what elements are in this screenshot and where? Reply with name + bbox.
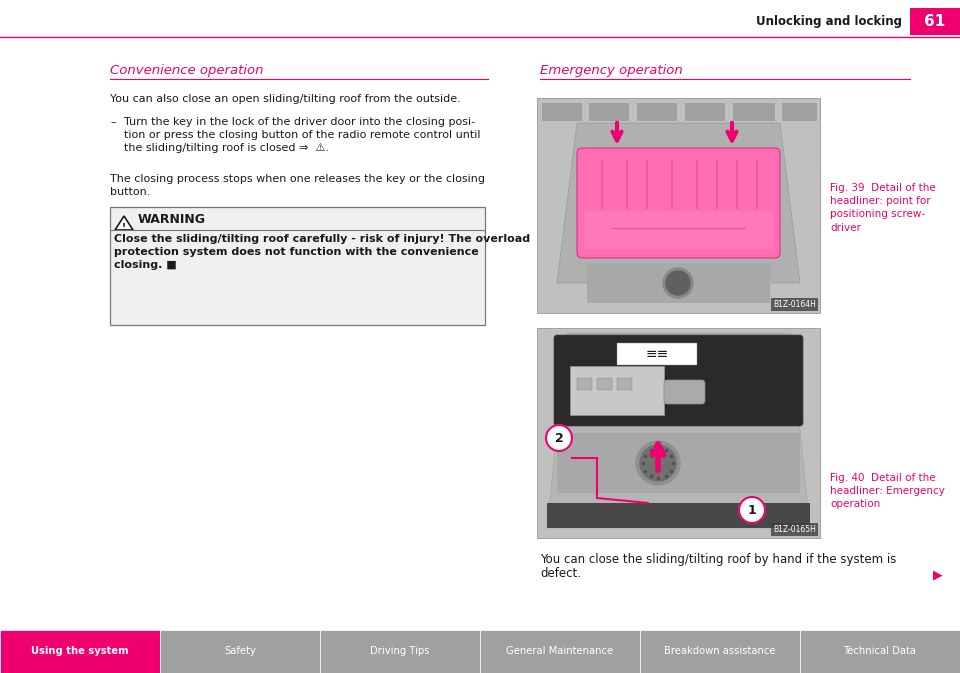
Polygon shape [115,216,133,230]
Circle shape [636,441,680,485]
Text: Breakdown assistance: Breakdown assistance [664,647,776,656]
FancyBboxPatch shape [557,433,800,493]
Text: ≡≡: ≡≡ [645,347,668,361]
Text: Safety: Safety [224,647,256,656]
FancyBboxPatch shape [597,378,612,390]
Text: !: ! [122,223,126,232]
FancyBboxPatch shape [547,503,810,528]
Bar [480,630,639,673]
FancyBboxPatch shape [617,343,697,365]
FancyBboxPatch shape [577,148,780,258]
Bar [640,630,800,673]
Text: The closing process stops when one releases the key or the closing: The closing process stops when one relea… [110,174,485,184]
Text: Close the sliding/tilting roof carefully - risk of injury! The overload
protecti: Close the sliding/tilting roof carefully… [114,234,530,271]
FancyBboxPatch shape [570,366,664,415]
Text: Turn the key in the lock of the driver door into the closing posi-: Turn the key in the lock of the driver d… [124,117,475,127]
Text: the sliding/tilting roof is closed ⇒  ⚠.: the sliding/tilting roof is closed ⇒ ⚠. [124,143,329,153]
Circle shape [640,445,676,481]
Text: Using the system: Using the system [31,647,129,656]
FancyBboxPatch shape [584,211,773,249]
Text: –: – [110,117,115,127]
Circle shape [546,425,572,451]
Text: Driving Tips: Driving Tips [371,647,430,656]
Text: Unlocking and locking: Unlocking and locking [756,15,902,28]
Text: You can also close an open sliding/tilting roof from the outside.: You can also close an open sliding/tilti… [110,94,461,104]
Circle shape [663,268,693,298]
Text: You can close the sliding/tilting roof by hand if the system is: You can close the sliding/tilting roof b… [540,553,897,566]
FancyBboxPatch shape [542,103,582,121]
FancyBboxPatch shape [554,335,803,426]
FancyBboxPatch shape [910,8,960,35]
FancyBboxPatch shape [685,103,725,121]
FancyBboxPatch shape [637,103,677,121]
Text: B1Z-0164H: B1Z-0164H [773,300,816,309]
Circle shape [739,497,765,523]
FancyBboxPatch shape [110,207,485,325]
Text: defect.: defect. [540,567,581,580]
FancyBboxPatch shape [537,98,820,313]
Text: button.: button. [110,187,151,197]
Text: 61: 61 [924,15,946,30]
Polygon shape [557,123,800,283]
FancyBboxPatch shape [589,103,629,121]
FancyBboxPatch shape [577,378,592,390]
Text: Technical Data: Technical Data [844,647,917,656]
Text: ▶: ▶ [933,569,943,581]
Bar [0,630,159,673]
Bar [160,630,320,673]
FancyBboxPatch shape [664,380,705,404]
FancyBboxPatch shape [587,263,770,303]
Text: Convenience operation: Convenience operation [110,64,263,77]
Text: Fig. 40  Detail of the
headliner: Emergency
operation: Fig. 40 Detail of the headliner: Emergen… [830,473,945,509]
Text: tion or press the closing button of the radio remote control until: tion or press the closing button of the … [124,130,481,140]
Text: General Maintenance: General Maintenance [507,647,613,656]
Polygon shape [547,333,810,528]
Text: Emergency operation: Emergency operation [540,64,683,77]
Bar [800,630,959,673]
Text: B1Z-0165H: B1Z-0165H [773,525,816,534]
FancyBboxPatch shape [782,103,817,121]
Text: WARNING: WARNING [138,213,206,226]
FancyBboxPatch shape [733,103,775,121]
FancyBboxPatch shape [617,378,632,390]
Text: 2: 2 [555,431,564,444]
Bar [320,630,479,673]
Circle shape [666,271,690,295]
Text: 1: 1 [748,503,756,516]
Text: Fig. 39  Detail of the
headliner: point for
positioning screw-
driver: Fig. 39 Detail of the headliner: point f… [830,183,936,233]
FancyBboxPatch shape [537,328,820,538]
